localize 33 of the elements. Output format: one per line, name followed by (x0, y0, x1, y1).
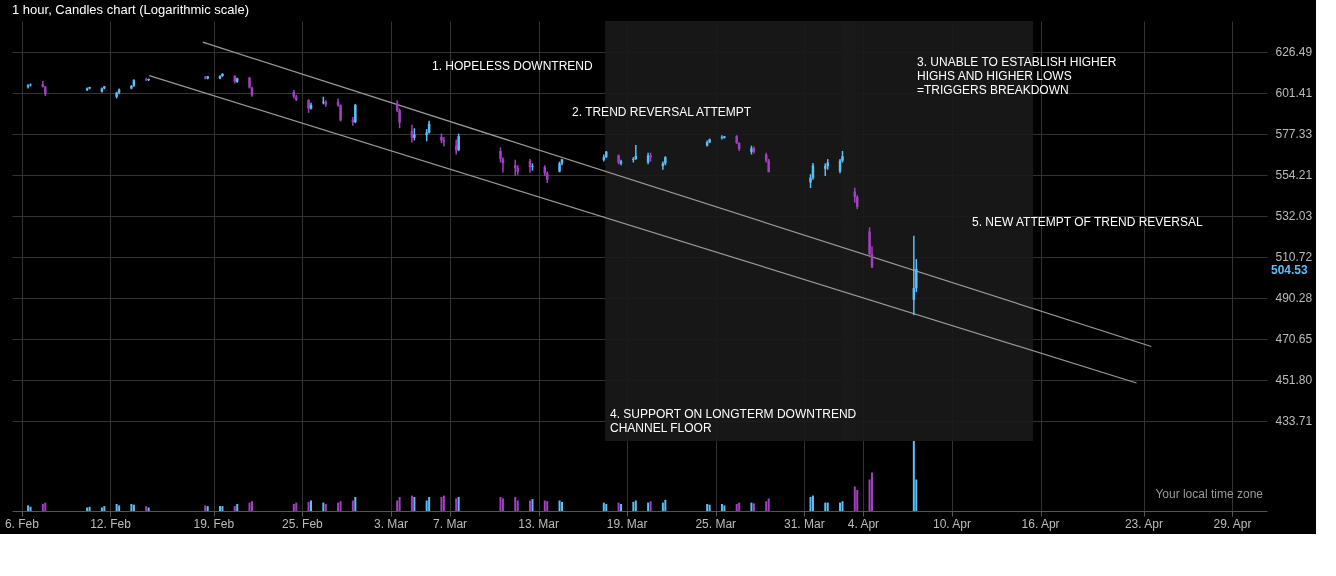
x-tick-label: 13. Mar (518, 517, 559, 531)
x-tick-label: 25. Feb (282, 517, 324, 531)
x-tick-label: 6. Feb (4, 517, 40, 531)
y-tick-label: 532.03 (1275, 209, 1313, 224)
y-tick-label: 554.21 (1275, 168, 1313, 183)
x-tick-label: 4. Apr (847, 517, 880, 531)
x-tick-label: 25. Mar (695, 517, 737, 531)
x-tick-label: 29. Apr (1213, 517, 1252, 531)
y-tick-label: 601.41 (1275, 86, 1313, 101)
annotation: Your local time zone (1155, 487, 1264, 501)
x-tick-label: 7. Mar (433, 517, 468, 531)
y-tick-label: 490.28 (1275, 291, 1313, 306)
x-tick-label: 3. Mar (373, 517, 408, 531)
annotation: 5. NEW ATTEMPT OF TREND REVERSAL (972, 215, 1204, 229)
x-tick-label: 12. Feb (90, 517, 132, 531)
x-tick-label: 19. Feb (193, 517, 235, 531)
y-tick-label: 577.33 (1275, 127, 1313, 142)
x-tick-label: 23. Apr (1124, 517, 1163, 531)
x-tick-label: 19. Mar (606, 517, 648, 531)
annotation: 3. UNABLE TO ESTABLISH HIGHER HIGHS AND HIGHER LOWS =TRIGGERS BREAKDOWN (917, 55, 1117, 97)
annotation: 2. TREND REVERSAL ATTEMPT (572, 105, 752, 119)
y-tick-label: 433.71 (1275, 414, 1313, 429)
x-tick-label: 31. Mar (784, 517, 825, 531)
text: 504.53 (1271, 263, 1309, 277)
annotation: 4. SUPPORT ON LONGTERM DOWNTREND CHANNEL FLOOR (610, 407, 857, 435)
y-tick-label: 451.80 (1275, 373, 1313, 388)
annotation: 1. HOPELESS DOWNTREND (432, 59, 594, 73)
y-tick-label: 626.49 (1275, 45, 1313, 60)
x-tick-label: 16. Apr (1021, 517, 1060, 531)
x-tick-label: 10. Apr (932, 517, 971, 531)
y-tick-label: 470.65 (1275, 332, 1313, 347)
chart-title: 1 hour, Candles chart (Logarithmic scale) (12, 2, 250, 17)
y-tick-label: 510.72 (1275, 250, 1313, 265)
